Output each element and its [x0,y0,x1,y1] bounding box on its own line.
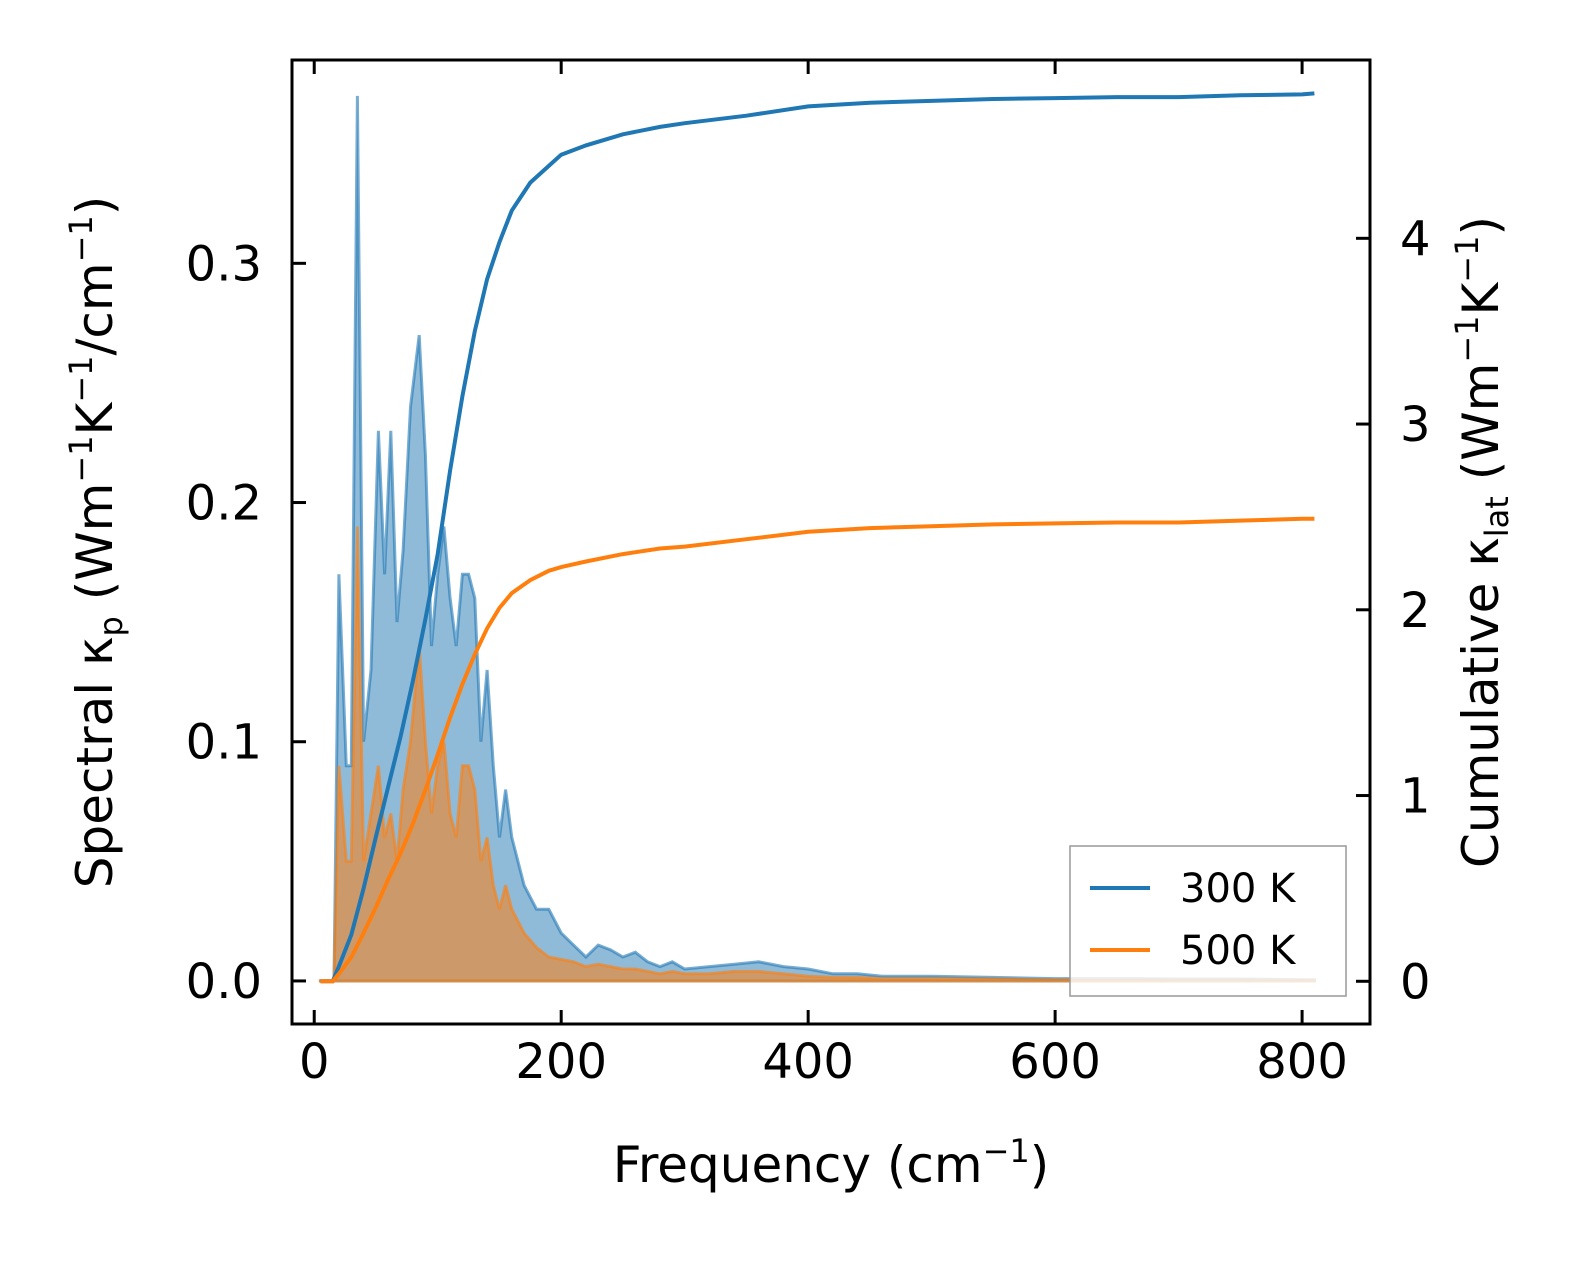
cumulative-line-500k [320,516,1315,984]
y-axis-label-right: Cumulative κlat (Wm−1K−1) [1448,216,1516,868]
y-tick-label-right: 3 [1400,397,1431,453]
plot-area [318,91,1316,984]
y-tick-label-left: 0.3 [186,236,262,292]
x-tick-label: 400 [762,1034,854,1090]
y-axis-label-left: Spectral κp (Wm−1K−1/cm−1) [62,196,130,889]
legend: 300 K 500 K [1069,845,1347,997]
x-tick-label: 600 [1009,1034,1101,1090]
y-tick-label-left: 0.0 [186,954,262,1010]
x-axis-label: Frequency (cm−1) [613,1132,1050,1194]
legend-label-300k: 300 K [1180,866,1297,912]
y-tick-label-right: 4 [1400,211,1431,267]
y-tick-label-right: 1 [1400,769,1431,825]
spectral-area-500k [318,526,1316,983]
x-tick-label: 800 [1256,1034,1348,1090]
legend-box [1069,845,1347,997]
x-tick-label: 0 [299,1034,330,1090]
y-tick-label-left: 0.1 [186,715,262,771]
axis-ticks: 0 200 400 600 800 0.0 0.1 0.2 0.3 0 1 2 3 4 [186,60,1431,1090]
x-tick-label: 200 [515,1034,607,1090]
y-tick-label-right: 0 [1400,954,1431,1010]
y-tick-label-left: 0.2 [186,476,262,532]
plot-frame [290,58,1372,1026]
y-tick-label-right: 2 [1400,583,1431,639]
cumulative-line-300k [320,91,1315,984]
legend-label-500k: 500 K [1180,928,1297,974]
